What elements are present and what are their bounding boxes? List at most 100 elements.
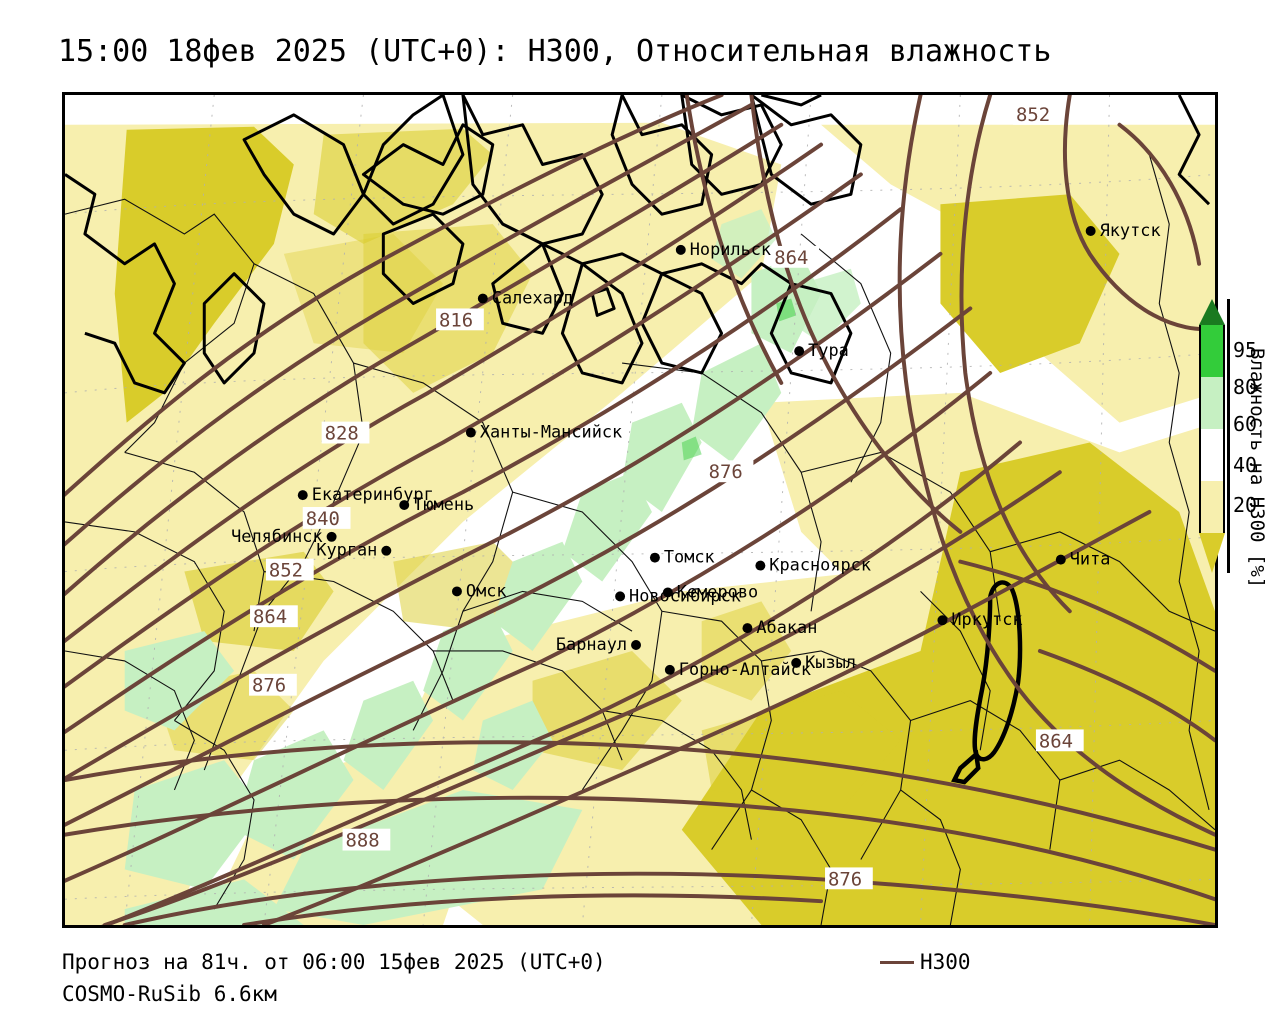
city-marker: Норильск <box>675 239 771 259</box>
svg-text:840: 840 <box>306 508 340 530</box>
lake-baikal <box>951 580 1023 785</box>
city-marker: Кызыл <box>791 652 856 672</box>
city-label: Абакан <box>756 617 817 637</box>
city-marker: Якутск <box>1085 220 1161 240</box>
svg-text:852: 852 <box>1016 104 1050 126</box>
city-marker: Горно-Алтайск <box>664 659 811 679</box>
colorbar-overflow-bottom <box>1199 533 1225 573</box>
city-marker: Томск <box>649 547 715 567</box>
h300-contours <box>65 95 1215 925</box>
city-dot <box>675 244 686 255</box>
city-dot <box>662 587 673 598</box>
city-dot <box>326 531 337 542</box>
city-dot <box>297 490 308 501</box>
city-label: Тура <box>808 340 849 360</box>
colorbar-overflow-top <box>1199 299 1225 325</box>
colorbar-axis <box>1227 299 1230 573</box>
svg-text:876: 876 <box>709 461 743 483</box>
city-dot <box>1085 226 1096 236</box>
city-label: Салехард <box>492 288 573 308</box>
colorbar-tick-40: 40 <box>1233 453 1258 477</box>
svg-text:864: 864 <box>774 247 808 269</box>
city-marker: Красноярск <box>755 555 871 575</box>
city-label: Кемерово <box>677 581 758 601</box>
h300-legend-label: H300 <box>920 950 971 974</box>
city-label: Горно-Алтайск <box>679 659 811 679</box>
city-marker: Барнаул <box>556 634 641 654</box>
city-marker: Тура <box>794 340 849 360</box>
city-marker: Иркутск <box>937 609 1023 629</box>
city-label: Чита <box>1070 549 1111 569</box>
city-label: Кызыл <box>805 652 856 672</box>
city-label: Омск <box>466 580 507 600</box>
city-dot <box>791 657 802 668</box>
svg-text:852: 852 <box>269 560 303 582</box>
city-label: Новосибирск <box>629 585 741 605</box>
svg-text:864: 864 <box>1039 730 1073 752</box>
city-marker: Екатеринбург <box>297 484 434 504</box>
city-marker: Чита <box>1055 549 1111 569</box>
city-marker: Челябинск <box>231 526 337 546</box>
city-layer: Якутск Норильск Салехард Тура Ханты-Мансийск… <box>231 220 1161 679</box>
forecast-info-line: Прогноз на 81ч. от 06:00 15фев 2025 (UTC… <box>62 950 606 974</box>
city-marker: Курган <box>316 540 392 560</box>
city-label: Норильск <box>690 239 771 259</box>
city-label: Ханты-Мансийск <box>480 422 622 442</box>
city-dot <box>631 640 641 650</box>
city-dot <box>615 591 626 602</box>
svg-text:816: 816 <box>439 309 473 331</box>
city-dot <box>755 560 766 571</box>
city-dot <box>664 664 675 675</box>
city-label: Красноярск <box>769 555 871 575</box>
city-dot <box>451 586 462 597</box>
city-label: Тюмень <box>413 494 474 514</box>
city-label: Иркутск <box>951 609 1022 629</box>
city-dot <box>1055 554 1066 565</box>
city-dot <box>477 293 488 304</box>
colorbar-tick-95: 95 <box>1233 338 1258 362</box>
city-marker: Кемерово <box>662 581 758 601</box>
svg-text:888: 888 <box>346 830 380 852</box>
city-marker: Омск <box>451 580 507 600</box>
city-marker: Тюмень <box>399 494 474 514</box>
city-label: Курган <box>316 540 377 560</box>
city-dot <box>794 346 805 357</box>
city-marker: Абакан <box>742 617 817 637</box>
humidity-fill-80-95 <box>681 298 797 461</box>
colorbar-segment-40-60 <box>1199 429 1225 481</box>
map-frame[interactable]: 852 864 816 828 876 840 852 864 876 864 … <box>62 92 1218 928</box>
contour-labels: 852 864 816 828 876 840 852 864 876 864 … <box>249 102 1084 890</box>
city-label: Томск <box>664 547 715 567</box>
city-marker: Новосибирск <box>615 585 741 605</box>
city-marker: Ханты-Мансийск <box>465 422 622 442</box>
colorbar-tick-20: 20 <box>1233 493 1258 517</box>
page-title: 15:00 18фев 2025 (UTC+0): H300, Относите… <box>58 34 1052 69</box>
colorbar-axis-label: Влажность на H300 [%] <box>1246 348 1268 589</box>
model-info-line: COSMO-RuSib 6.6км <box>62 982 277 1006</box>
svg-text:876: 876 <box>252 675 286 697</box>
city-dot <box>649 552 660 563</box>
colorbar[interactable] <box>1199 299 1225 573</box>
colorbar-segment-60-80 <box>1199 377 1225 429</box>
city-dot <box>381 545 392 556</box>
svg-text:864: 864 <box>253 606 287 628</box>
city-dot <box>937 615 948 626</box>
svg-text:876: 876 <box>828 868 862 890</box>
city-dot <box>742 623 753 634</box>
city-label: Екатеринбург <box>312 484 434 504</box>
city-label: Барнаул <box>556 634 627 654</box>
city-dot <box>399 500 410 510</box>
svg-text:828: 828 <box>325 423 359 445</box>
city-label: Якутск <box>1100 220 1161 240</box>
colorbar-tick-60: 60 <box>1233 412 1258 436</box>
colorbar-segment-80-95 <box>1199 325 1225 377</box>
city-dot <box>465 427 476 438</box>
colorbar-segment-20-40 <box>1199 481 1225 533</box>
colorbar-tick-80: 80 <box>1233 375 1258 399</box>
map-canvas[interactable]: 852 864 816 828 876 840 852 864 876 864 … <box>65 95 1215 925</box>
city-label: Челябинск <box>231 526 323 546</box>
h300-line-swatch <box>880 960 914 964</box>
contour-legend: H300 <box>880 950 971 974</box>
city-marker: Салехард <box>477 288 573 308</box>
